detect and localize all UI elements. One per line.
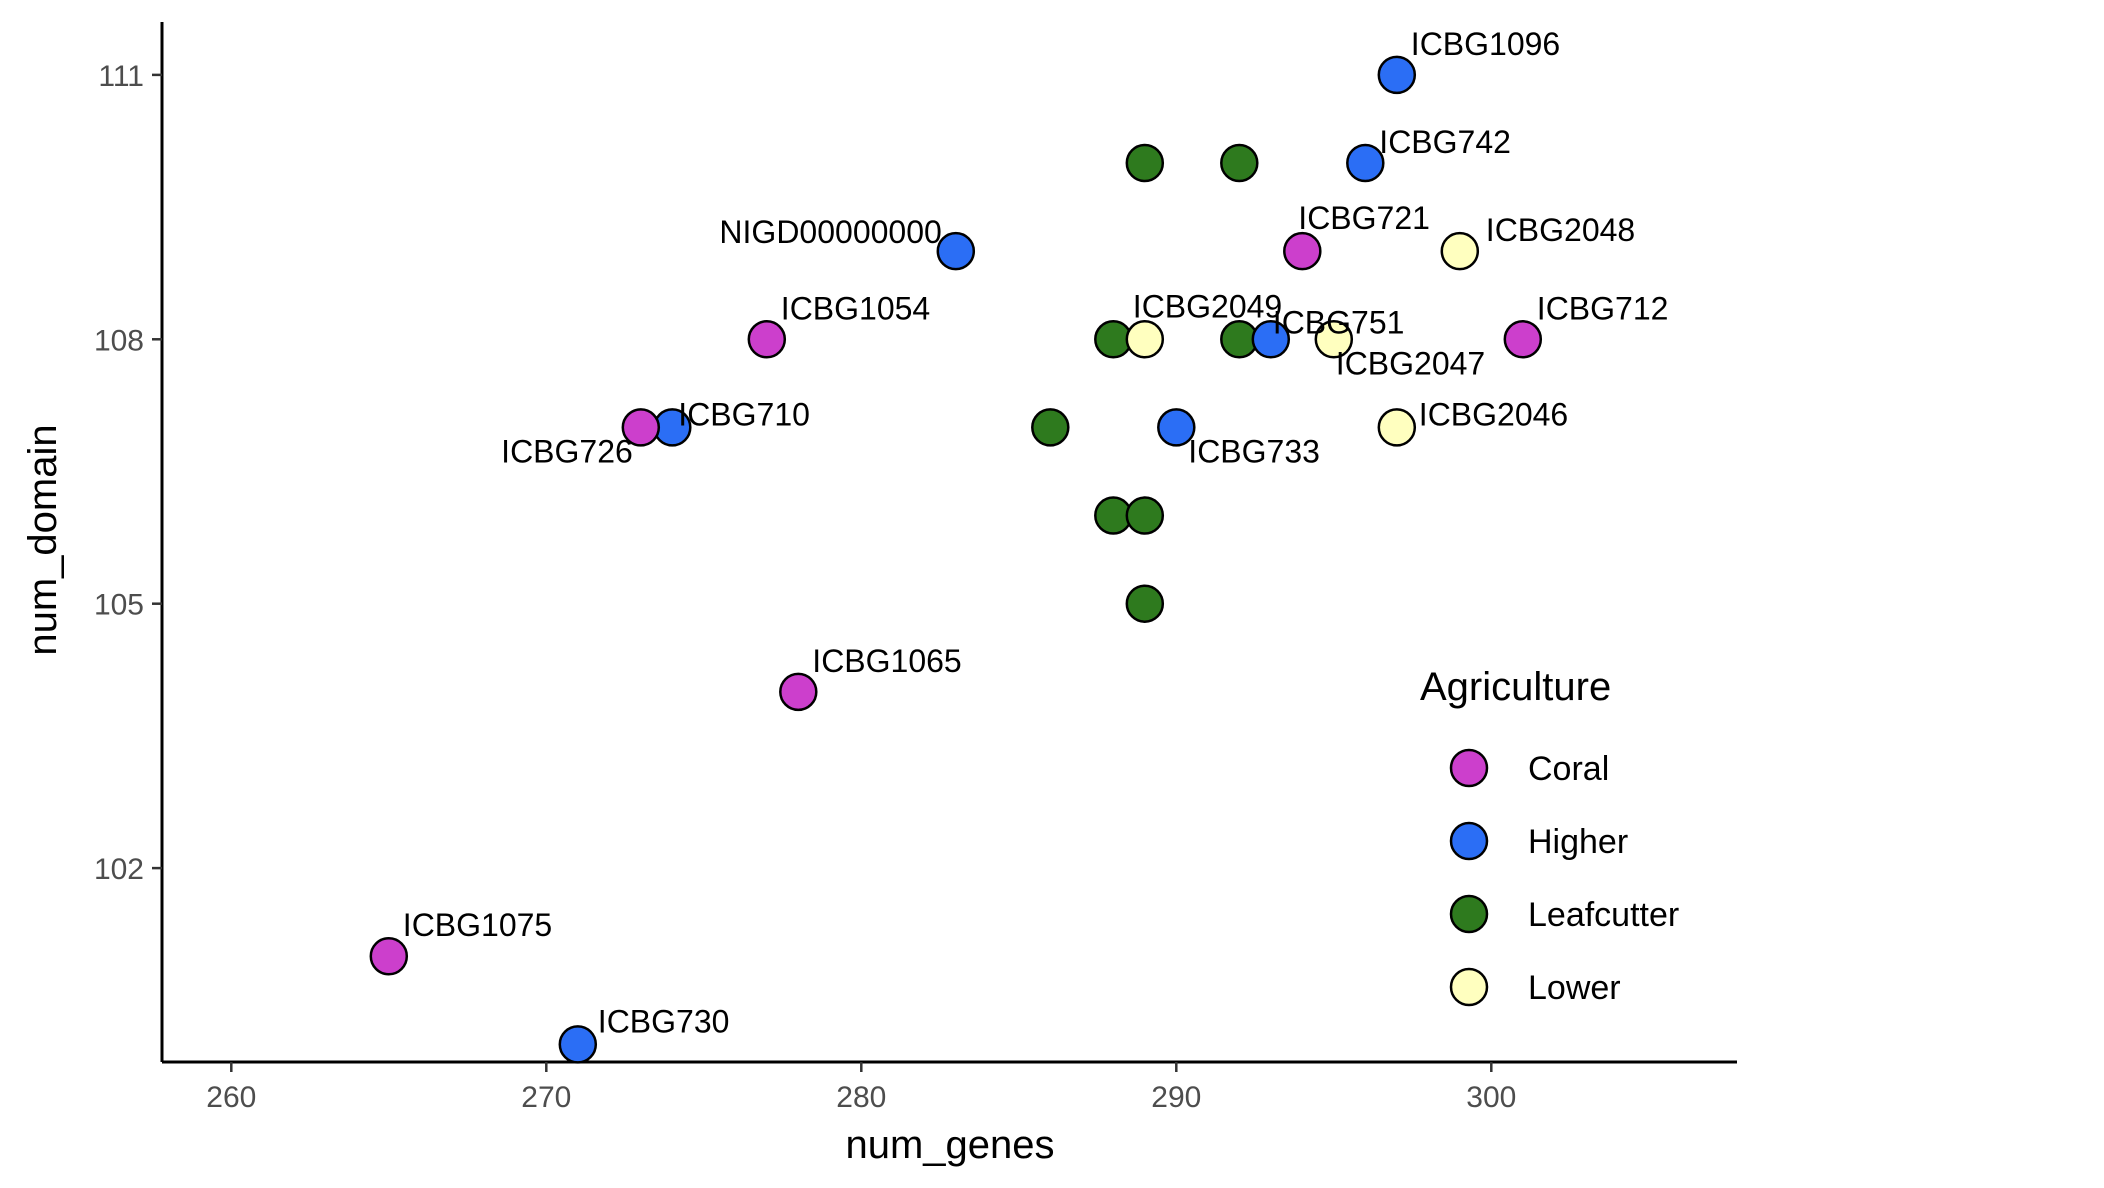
point-label: ICBG2048 xyxy=(1486,212,1635,248)
scatter-point xyxy=(779,672,818,712)
legend-label: Higher xyxy=(1528,823,1628,861)
scatter-point xyxy=(1283,231,1322,271)
point-labels-layer: ICBG1096 ICBG742 NIGD00000000 ICBG721 ICBG20… xyxy=(403,26,1669,1039)
point-label: ICBG712 xyxy=(1537,290,1669,326)
point-label: ICBG2049 xyxy=(1133,288,1282,324)
point-label: ICBG1054 xyxy=(781,290,930,326)
legend-key xyxy=(1449,821,1489,861)
point-label: ICBG751 xyxy=(1273,304,1405,340)
scatter-point xyxy=(1251,320,1291,359)
point-label: ICBG733 xyxy=(1188,433,1320,469)
scatter-point xyxy=(747,320,787,359)
scatter-point xyxy=(1125,584,1165,623)
scatter-point xyxy=(1503,320,1543,359)
y-tick-label: 102 xyxy=(94,853,144,886)
x-axis-title: num_genes xyxy=(845,1123,1054,1167)
y-axis-title: num_domain xyxy=(21,424,65,655)
scatter-point xyxy=(558,1025,598,1064)
point-label: ICBG1075 xyxy=(403,907,552,943)
scatter-point xyxy=(1220,143,1259,183)
x-tick-label: 280 xyxy=(836,1081,886,1114)
x-tick-label: 260 xyxy=(206,1081,256,1114)
scatter-point xyxy=(1346,143,1385,183)
x-tick-label: 300 xyxy=(1466,1081,1516,1114)
point-label: ICBG1096 xyxy=(1411,26,1560,62)
point-label: ICBG726 xyxy=(501,433,633,469)
scatter-point xyxy=(1377,408,1417,447)
scatter-point xyxy=(369,936,409,976)
scatter-point xyxy=(1125,496,1165,535)
point-label: ICBG730 xyxy=(598,1003,730,1039)
points-layer xyxy=(369,55,1543,1064)
point-label: ICBG2046 xyxy=(1419,396,1568,432)
point-label: ICBG2047 xyxy=(1336,345,1485,381)
x-tick-label: 290 xyxy=(1151,1081,1201,1114)
scatter-point xyxy=(1125,143,1165,183)
y-tick-label: 108 xyxy=(94,324,144,357)
y-tick-label: 105 xyxy=(94,589,144,622)
legend-key xyxy=(1449,748,1489,788)
legend-label: Coral xyxy=(1528,750,1609,788)
axes: 260 270 280 290 300 102 105 108 111 xyxy=(94,22,1737,1114)
point-label: NIGD00000000 xyxy=(719,214,941,250)
scatter-point xyxy=(936,231,976,271)
scatter-point xyxy=(1125,320,1165,359)
x-tick-label: 270 xyxy=(521,1081,571,1114)
y-tick-label: 111 xyxy=(98,60,144,93)
scatter-point xyxy=(1377,55,1417,95)
scatter-point xyxy=(1440,231,1480,271)
legend-label: Leafcutter xyxy=(1528,896,1679,934)
point-label: ICBG721 xyxy=(1298,200,1430,236)
scatter-point xyxy=(1031,408,1070,447)
scatter-point xyxy=(1157,408,1196,447)
legend-title: Agriculture xyxy=(1420,665,1611,709)
scatter-point xyxy=(621,408,661,447)
legend-label: Lower xyxy=(1528,969,1621,1007)
legend-key xyxy=(1449,967,1489,1007)
point-label: ICBG742 xyxy=(1379,124,1511,160)
point-label: ICBG710 xyxy=(678,396,810,432)
scatter-point xyxy=(1314,320,1354,359)
point-label: ICBG1065 xyxy=(812,643,961,679)
legend: Agriculture Coral Higher Leafcutter Lower xyxy=(1420,665,1679,1007)
legend-key xyxy=(1449,894,1489,934)
